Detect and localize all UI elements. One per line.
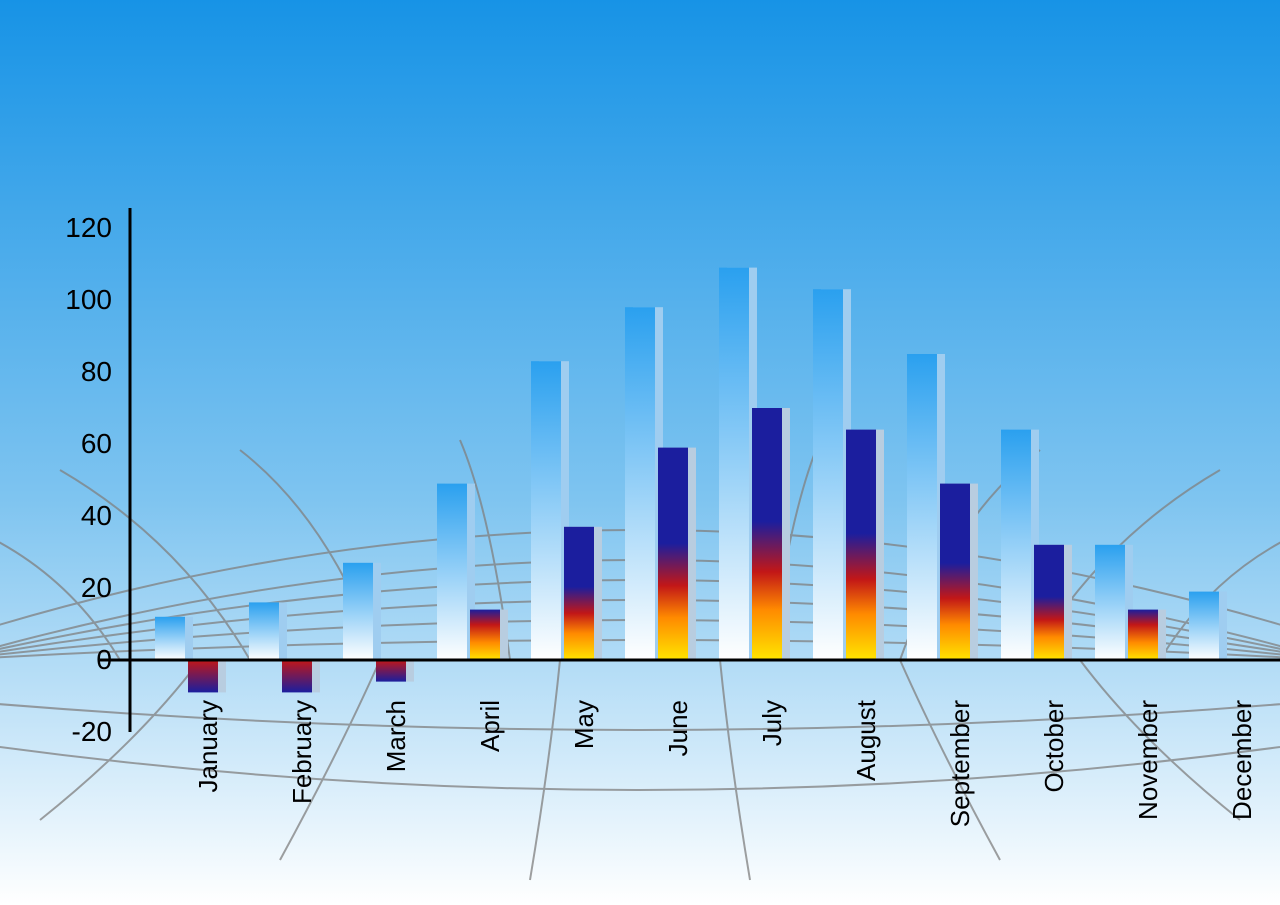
bar-primary bbox=[1189, 592, 1219, 660]
bar-primary bbox=[343, 563, 373, 660]
bar-primary bbox=[1095, 545, 1125, 660]
bar-secondary bbox=[188, 660, 218, 692]
y-tick-label: 60 bbox=[0, 428, 112, 460]
bar-secondary bbox=[282, 660, 312, 692]
x-category-label: December bbox=[1227, 700, 1258, 820]
chart-stage: -20 0 20 40 60 80 100 120 January February March A… bbox=[0, 0, 1280, 905]
bar-primary bbox=[625, 307, 655, 660]
x-category-label: April bbox=[475, 700, 506, 752]
bar-secondary bbox=[1034, 545, 1064, 660]
x-category-label: February bbox=[287, 700, 318, 804]
bar-secondary bbox=[752, 408, 782, 660]
x-category-label: March bbox=[381, 700, 412, 772]
y-tick-label: 0 bbox=[0, 644, 112, 676]
x-category-label: June bbox=[663, 700, 694, 756]
y-tick-label: 40 bbox=[0, 500, 112, 532]
bar-primary bbox=[437, 484, 467, 660]
bar-primary bbox=[249, 602, 279, 660]
bar-secondary bbox=[564, 527, 594, 660]
y-tick-label: 120 bbox=[0, 212, 112, 244]
x-category-label: October bbox=[1039, 700, 1070, 793]
bar-secondary bbox=[940, 484, 970, 660]
bar-secondary bbox=[846, 430, 876, 660]
bar-primary bbox=[531, 361, 561, 660]
x-category-label: January bbox=[193, 700, 224, 793]
bar-secondary bbox=[658, 448, 688, 660]
bar-secondary bbox=[1128, 610, 1158, 660]
bar-secondary bbox=[470, 610, 500, 660]
bar-primary bbox=[719, 268, 749, 660]
bar-primary bbox=[813, 289, 843, 660]
x-category-label: July bbox=[757, 700, 788, 746]
y-tick-label: -20 bbox=[0, 716, 112, 748]
x-category-label: November bbox=[1133, 700, 1164, 820]
y-tick-label: 20 bbox=[0, 572, 112, 604]
bar-primary bbox=[907, 354, 937, 660]
y-tick-label: 80 bbox=[0, 356, 112, 388]
bar-secondary bbox=[376, 660, 406, 682]
bar-primary bbox=[1001, 430, 1031, 660]
y-tick-label: 100 bbox=[0, 284, 112, 316]
x-category-label: September bbox=[945, 700, 976, 827]
x-category-label: May bbox=[569, 700, 600, 749]
x-category-label: August bbox=[851, 700, 882, 781]
monthly-bar-chart bbox=[0, 0, 1280, 905]
bar-primary bbox=[155, 617, 185, 660]
